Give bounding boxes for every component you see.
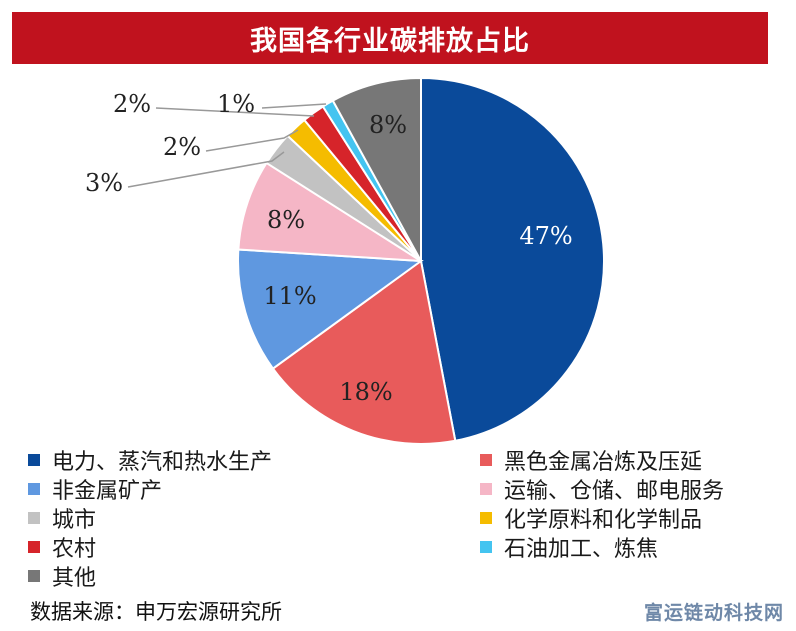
leader-line-4 bbox=[127, 151, 285, 188]
legend-item-1: 黑色金属冶炼及压延 bbox=[480, 444, 702, 476]
legend-swatch bbox=[28, 483, 40, 495]
legend-label: 石油加工、炼焦 bbox=[504, 537, 659, 562]
legend-swatch bbox=[28, 512, 40, 524]
legend-item-3: 运输、仓储、邮电服务 bbox=[480, 473, 724, 505]
legend-swatch bbox=[480, 541, 492, 553]
data-label-6: 2% bbox=[113, 90, 151, 118]
legend-label: 运输、仓储、邮电服务 bbox=[504, 479, 725, 504]
legend-swatch bbox=[480, 483, 492, 495]
leader-line-5 bbox=[205, 129, 299, 152]
legend-label: 黑色金属冶炼及压延 bbox=[504, 450, 703, 475]
pie-slice-0 bbox=[420, 76, 605, 442]
legend-item-8: 其他 bbox=[28, 560, 96, 592]
chart-title: 我国各行业碳排放占比 bbox=[250, 25, 530, 57]
data-label-2: 11% bbox=[263, 282, 316, 310]
data-label-8: 8% bbox=[369, 111, 407, 139]
legend-label: 城市 bbox=[52, 508, 97, 533]
legend-label: 化学原料和化学制品 bbox=[504, 508, 703, 533]
legend-label: 非金属矿产 bbox=[52, 479, 163, 504]
legend-swatch bbox=[28, 570, 40, 582]
data-label-0: 47% bbox=[519, 222, 572, 250]
legend-label: 其他 bbox=[52, 566, 97, 591]
legend-item-0: 电力、蒸汽和热水生产 bbox=[28, 444, 272, 476]
data-source: 数据来源：申万宏源研究所 bbox=[30, 600, 282, 624]
legend-item-5: 化学原料和化学制品 bbox=[480, 502, 702, 534]
pie-slice-3 bbox=[237, 161, 422, 262]
legend-label: 农村 bbox=[52, 537, 97, 562]
legend-item-2: 非金属矿产 bbox=[28, 473, 162, 505]
leader-line-7 bbox=[261, 103, 327, 109]
legend-swatch bbox=[28, 454, 40, 466]
legend-swatch bbox=[480, 454, 492, 466]
pie-slice-1 bbox=[271, 259, 457, 445]
chart-title-bar: 我国各行业碳排放占比 bbox=[12, 12, 768, 64]
legend-swatch bbox=[28, 541, 40, 553]
data-label-7: 1% bbox=[217, 90, 255, 118]
data-label-3: 8% bbox=[267, 206, 305, 234]
legend-item-6: 农村 bbox=[28, 531, 96, 563]
pie-slice-8 bbox=[331, 76, 422, 262]
data-label-5: 2% bbox=[163, 133, 201, 161]
legend-item-4: 城市 bbox=[28, 502, 96, 534]
pie-slice-2 bbox=[237, 248, 424, 370]
leader-line-6 bbox=[155, 107, 315, 117]
data-label-1: 18% bbox=[339, 378, 392, 406]
legend: 电力、蒸汽和热水生产 黑色金属冶炼及压延非金属矿产 运输、仓储、邮电服务城市 化学原料… bbox=[28, 448, 788, 598]
legend-item-7: 石油加工、炼焦 bbox=[480, 531, 658, 563]
legend-label: 电力、蒸汽和热水生产 bbox=[52, 450, 273, 475]
watermark: 富运链动科技网 bbox=[643, 602, 784, 624]
legend-swatch bbox=[480, 512, 492, 524]
data-label-4: 3% bbox=[85, 169, 123, 197]
